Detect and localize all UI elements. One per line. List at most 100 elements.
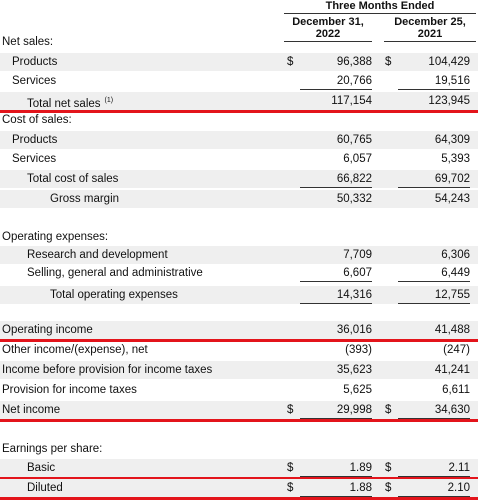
total-rule: [300, 187, 372, 188]
row-shading: [0, 170, 478, 188]
header-rule: [384, 41, 476, 42]
row-label: Products: [12, 56, 58, 68]
row-shading: [0, 53, 478, 71]
highlight-underline: [0, 477, 478, 480]
row-shading: [0, 401, 478, 419]
row-label: Net income: [2, 404, 61, 416]
row-shading: [0, 246, 478, 264]
row-label: Cost of sales:: [2, 114, 72, 126]
row-label: Basic: [27, 462, 56, 474]
row-label: Operating expenses:: [2, 231, 109, 243]
row-shading: [0, 131, 478, 149]
row-label: Provision for income taxes: [2, 384, 137, 396]
row-shading: [0, 92, 478, 110]
value-cell: 6,607: [343, 267, 372, 279]
total-rule: [300, 281, 372, 282]
total-rule: [398, 187, 470, 188]
header-rule: [284, 13, 476, 14]
value-cell: 6,306: [441, 249, 470, 261]
row-shading: [0, 286, 478, 304]
value-cell: 20,766: [336, 75, 372, 87]
column-group-header: Three Months Ended: [325, 0, 435, 12]
value-cell: 36,016: [336, 324, 372, 336]
highlight-underline: [0, 497, 478, 500]
highlight-underline: [0, 419, 478, 422]
value-cell: 5,393: [441, 153, 470, 165]
total-rule: [300, 496, 372, 497]
value-cell: 34,630: [434, 404, 470, 416]
total-rule: [300, 476, 372, 477]
value-cell: 96,388: [336, 56, 372, 68]
value-cell: 2.10: [447, 482, 470, 494]
value-cell: 104,429: [428, 56, 470, 68]
value-cell: 12,755: [434, 289, 470, 301]
value-cell: 2.11: [448, 462, 470, 474]
total-rule: [300, 89, 372, 90]
row-label: Other income/(expense), net: [2, 344, 148, 356]
total-rule: [398, 496, 470, 497]
currency-sign: $: [287, 56, 294, 68]
column-header: 2021: [417, 28, 443, 40]
row-label: Gross margin: [50, 193, 120, 205]
value-cell: 29,998: [336, 404, 372, 416]
column-header: 2022: [315, 28, 341, 40]
row-shading: [0, 479, 478, 497]
value-cell: 69,702: [434, 173, 470, 185]
row-shading: [0, 459, 478, 477]
value-cell: 41,488: [434, 324, 470, 336]
row-label: Diluted: [27, 482, 63, 494]
value-cell: 19,516: [434, 75, 470, 87]
value-cell: 6,057: [343, 153, 372, 165]
total-rule: [398, 418, 470, 419]
footnote-ref: (1): [104, 97, 114, 104]
value-cell: 123,945: [428, 95, 470, 107]
row-label: Net sales:: [2, 36, 54, 48]
value-cell: 1.88: [349, 482, 372, 494]
total-rule: [398, 303, 470, 304]
total-rule: [300, 303, 372, 304]
row-label: Products: [12, 134, 58, 146]
total-rule: [398, 281, 470, 282]
row-label: Total operating expenses: [50, 289, 178, 301]
currency-sign: $: [385, 404, 392, 416]
total-rule: [300, 418, 372, 419]
currency-sign: $: [385, 482, 392, 494]
value-cell: 6,449: [441, 267, 470, 279]
highlight-underline: [0, 339, 478, 342]
currency-sign: $: [287, 482, 294, 494]
value-cell: 7,709: [343, 249, 372, 261]
total-rule: [398, 89, 470, 90]
value-cell: 41,241: [434, 364, 470, 376]
column-header: December 31,: [292, 16, 364, 28]
currency-sign: $: [287, 462, 294, 474]
highlight-underline: [0, 110, 478, 113]
value-cell: 54,243: [434, 193, 470, 205]
value-cell: 60,765: [336, 134, 372, 146]
row-label: Income before provision for income taxes: [2, 364, 213, 376]
row-label: Operating income: [2, 324, 93, 336]
row-label: Total cost of sales: [27, 173, 119, 185]
row-shading: [0, 321, 478, 339]
row-label: Earnings per share:: [2, 443, 103, 455]
value-cell: (393): [345, 344, 372, 356]
column-header: December 25,: [394, 16, 466, 28]
header-rule: [284, 41, 372, 42]
value-cell: 5,625: [343, 384, 372, 396]
value-cell: 6,611: [442, 384, 470, 396]
value-cell: 64,309: [434, 134, 470, 146]
value-cell: 117,154: [331, 95, 372, 107]
row-label: Research and development: [27, 249, 168, 261]
currency-sign: $: [385, 462, 392, 474]
currency-sign: $: [385, 56, 392, 68]
row-shading: [0, 190, 478, 208]
row-label: Services: [12, 75, 57, 87]
value-cell: 66,822: [336, 173, 372, 185]
row-shading: [0, 361, 478, 379]
row-label: Selling, general and administrative: [27, 267, 203, 279]
value-cell: (247): [443, 344, 470, 356]
total-rule: [398, 476, 470, 477]
value-cell: 1.89: [349, 462, 372, 474]
value-cell: 35,623: [336, 364, 372, 376]
row-label: Total net sales (1): [27, 97, 114, 110]
